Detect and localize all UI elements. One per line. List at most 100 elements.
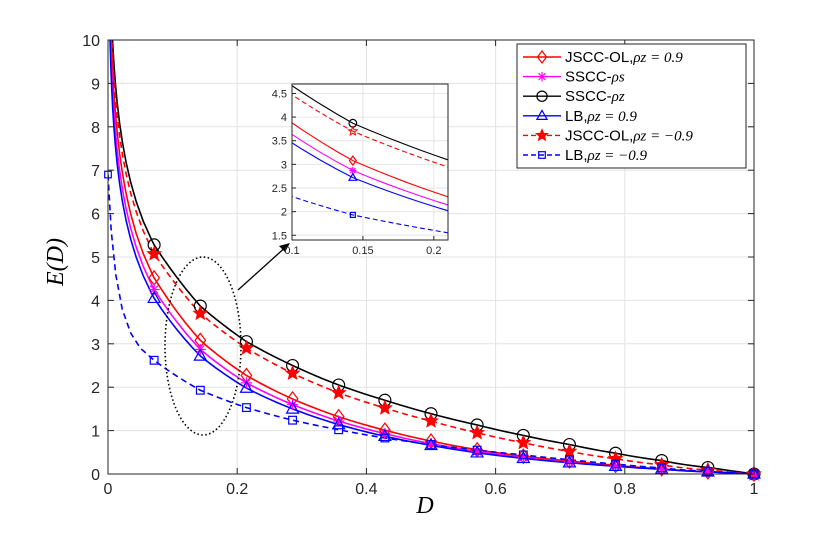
- inset-series-3-marker: [347, 172, 358, 181]
- legend-marker-2: [536, 90, 548, 102]
- inset-x-tick-label: 0.15: [352, 245, 373, 257]
- legend-marker-1: [537, 71, 547, 82]
- series-3-marker: [700, 464, 715, 477]
- legend-marker-3: [535, 109, 549, 121]
- series-1-marker: [148, 283, 160, 296]
- inset-y-tick-label: 1.5: [272, 230, 287, 242]
- legend-marker-4: [535, 128, 549, 142]
- series-5-marker: [241, 403, 251, 413]
- legend-entry-name: SSCC-: [565, 88, 612, 105]
- inset-y-tick-label: 4.5: [272, 88, 287, 100]
- series-1-marker-stroke: [518, 453, 528, 462]
- inset-x-tick-label: 0.2: [426, 245, 441, 257]
- y-tick-label: 7: [91, 163, 100, 180]
- series-4-marker: [330, 384, 347, 400]
- x-tick-label: 1: [750, 481, 759, 498]
- series-4-marker: [284, 365, 301, 381]
- x-tick-label: 0.4: [355, 481, 377, 498]
- series-line-3: [109, 40, 754, 474]
- legend-marker-0: [536, 50, 548, 64]
- series-1-marker-stroke: [149, 285, 159, 294]
- series-5-marker: [288, 415, 298, 425]
- inset-series-line-4: [292, 94, 448, 168]
- zoom-arrow-head: [279, 243, 290, 252]
- series-5-marker: [657, 463, 667, 473]
- series-5-marker: [518, 450, 528, 460]
- inset-series-5-marker: [349, 211, 356, 219]
- inset-x-tick-label: 0.1: [284, 245, 299, 257]
- series-4-marker: [238, 339, 255, 355]
- inset-series-line-5: [292, 195, 448, 234]
- inset-series-line-3: [292, 142, 448, 212]
- inset-frame: [291, 83, 449, 241]
- legend-entry-1: SSCC-ρs: [565, 69, 625, 86]
- series-3-marker: [377, 428, 392, 442]
- legend-entry-5: LB,ρz = −0.9: [565, 147, 648, 164]
- series-3-marker: [562, 455, 577, 468]
- series-5-marker: [334, 425, 344, 435]
- legend-marker-5: [538, 151, 546, 159]
- series-line-2: [111, 40, 754, 474]
- legend-entry-0: JSCC-OL,ρz = 0.9: [565, 49, 683, 66]
- legend-entry-2: SSCC-ρz: [565, 88, 625, 105]
- legend-entry-name: JSCC-OL,: [565, 127, 633, 144]
- inset-series-4-marker: [347, 125, 359, 136]
- series-4-marker: [469, 424, 486, 440]
- legend-entry-3: LB,ρz = 0.9: [565, 108, 637, 125]
- series-3-marker: [608, 458, 623, 471]
- x-axis-label: D: [415, 493, 433, 519]
- series-3-marker: [470, 445, 485, 458]
- x-tick-label: 0: [104, 481, 113, 498]
- y-tick-label: 4: [91, 293, 100, 310]
- series-3-marker: [654, 461, 669, 475]
- series-5-marker: [472, 445, 482, 455]
- series-1-marker-stroke: [565, 457, 574, 467]
- x-tick-label: 0.2: [226, 481, 248, 498]
- inset-series-0-marker: [348, 155, 357, 167]
- inset-y-tick-label: 2: [281, 207, 287, 219]
- inset-markers: [347, 118, 359, 219]
- legend-entry-name: SSCC-: [565, 69, 612, 86]
- inset-series-line-1: [292, 133, 448, 206]
- zoom-region-ellipse: [164, 256, 242, 436]
- x-tick-label: 0.8: [614, 481, 636, 498]
- legend-entry-math: ρz: [611, 89, 625, 105]
- series-5-marker: [611, 459, 621, 469]
- y-tick-label: 1: [91, 424, 100, 441]
- y-tick-label: 6: [91, 207, 100, 224]
- legend-entry-name: JSCC-OL,: [565, 49, 633, 66]
- legend-entry-name: LB,: [565, 147, 588, 164]
- legend-entry-4: JSCC-OL,ρz = −0.9: [565, 127, 693, 144]
- zoom-arrow: [237, 244, 289, 291]
- inset-series-line-0: [292, 122, 448, 198]
- legend-entry-math: ρz = −0.9: [587, 148, 648, 164]
- legend-entry-math: ρs: [611, 70, 625, 86]
- inset-ticks: 0.1 0.15 0.2 1.5 2 2.5 3 3.5 4 4.5: [272, 88, 442, 257]
- legend-marker-1-stroke: [538, 72, 546, 81]
- series-3-marker: [147, 290, 162, 304]
- legend-entry-math: ρz = −0.9: [632, 128, 693, 144]
- series-3-marker: [193, 348, 208, 361]
- series-4-marker: [192, 305, 209, 321]
- series-3-marker: [285, 401, 300, 414]
- series-5-marker: [195, 385, 205, 395]
- series-4-marker: [515, 434, 532, 450]
- series-5-marker: [426, 440, 436, 449]
- inset-plot-area: [292, 84, 448, 240]
- y-axis-label: E(D): [43, 238, 69, 287]
- series-5-marker: [564, 455, 574, 465]
- y-tick-label: 2: [91, 380, 100, 397]
- y-tick-label: 9: [91, 76, 100, 93]
- series-4-marker: [423, 412, 439, 428]
- y-tick-label: 8: [91, 120, 100, 137]
- inset-y-tick-label: 3: [281, 159, 287, 171]
- series-5-marker: [703, 466, 713, 476]
- legend-entry-name: LB,: [565, 108, 588, 125]
- inset-y-tick-label: 3.5: [272, 136, 287, 148]
- legend-box: [516, 43, 747, 169]
- inset-lines: [292, 85, 448, 234]
- series-3-marker: [424, 437, 438, 451]
